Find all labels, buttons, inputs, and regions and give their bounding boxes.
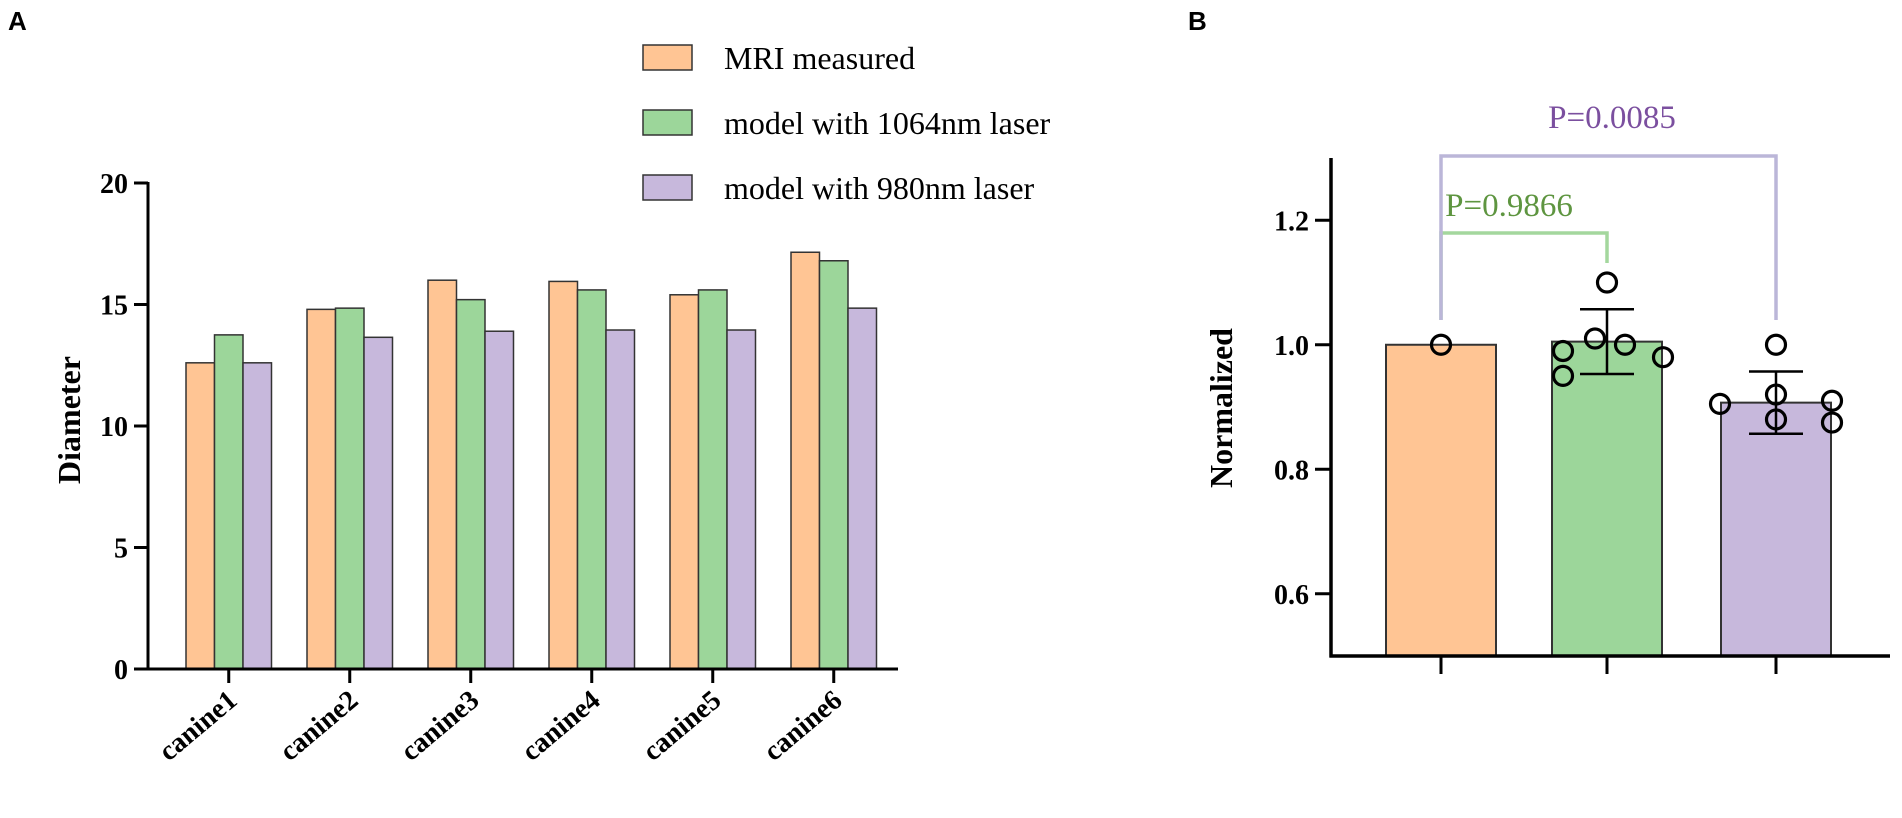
p-value-label-1: P=0.9866 [1445,188,1573,224]
chart-a-y-ticks: 0 5 10 15 20 [100,169,148,686]
bar-canine1-series-2 [213,334,244,670]
chart-a-x-ticks: canine1 canine2 canine3 canine4 canine5 canin… [153,669,848,767]
y-tick-label: 20 [100,169,128,200]
y-tick-label: 1.0 [1274,331,1309,362]
chart-a-y-axis-title: Diameter [51,356,87,484]
significance-bracket-1 [1439,231,1609,320]
data-point-group-2 [1551,364,1575,387]
data-point-group-2 [1583,327,1607,350]
bar-canine3-series-2 [455,298,486,670]
y-tick-label: 1.2 [1274,206,1309,237]
chart-b-y-axis-title: Normalized [1203,328,1239,488]
x-tick-label: canine4 [516,685,606,768]
significance-bracket-2 [1439,154,1778,320]
data-point-group-3 [1820,411,1844,434]
chart-b-error-bars [1580,308,1803,436]
bar-canine4-series-3 [605,329,636,670]
chart-b-y-ticks: 0.6 0.8 1.0 1.2 [1274,206,1331,611]
bar-canine1-series-1 [185,362,216,670]
bar-canine4-series-2 [576,289,607,670]
bar-canine2-series-3 [363,336,394,670]
bar-group-2 [1551,340,1663,657]
bar-canine5-series-3 [726,329,757,670]
data-point-group-2 [1595,271,1619,294]
chart-a-legend: MRI measured model with 1064nm laser model… [642,40,1051,206]
legend-label-3: model with 980nm laser [724,170,1035,206]
chart-b-axes [1329,158,1890,674]
x-tick-label: canine6 [758,685,848,768]
data-point-group-3 [1708,392,1732,415]
y-tick-label: 0.6 [1274,580,1309,611]
bar-canine3-series-1 [427,279,458,670]
chart-b-bars [1385,340,1832,657]
bar-canine5-series-1 [669,294,700,670]
x-tick-label: canine3 [395,685,485,768]
bar-canine3-series-3 [484,330,515,670]
chart-b-annotations: P=0.9866 P=0.0085 [1439,100,1778,320]
y-tick-label: 0 [114,655,128,686]
bar-canine6-series-1 [790,251,821,670]
p-value-label-2: P=0.0085 [1548,100,1676,136]
panel-label-b: B [1188,6,1207,36]
chart-b: 0.6 0.8 1.0 1.2 P=0.9866 P=0.0085 Normalized [1203,100,1890,674]
x-tick-label: canine5 [637,685,727,768]
legend-label-2: model with 1064nm laser [724,105,1051,141]
x-tick-label: canine1 [153,685,243,768]
data-point-group-3 [1764,333,1788,356]
bar-canine2-series-2 [334,307,365,670]
bar-group-1 [1385,343,1497,657]
legend-label-1: MRI measured [724,40,915,76]
data-point-group-2 [1651,346,1675,369]
bar-group-3 [1720,401,1832,657]
legend-swatch-2 [642,109,693,136]
bar-canine1-series-3 [242,362,273,670]
legend-swatch-3 [642,174,693,201]
y-tick-label: 0.8 [1274,455,1309,486]
bar-canine6-series-3 [847,307,878,670]
chart-a-bars [185,251,878,670]
legend-swatch-1 [642,44,693,71]
bar-canine5-series-2 [697,289,728,670]
bar-canine6-series-2 [818,260,849,670]
panel-label-a: A [8,6,27,36]
data-point-group-2 [1613,333,1637,356]
data-point-group-1 [1429,333,1453,356]
y-tick-label: 15 [100,291,128,322]
data-point-group-2 [1551,339,1575,363]
x-tick-label: canine2 [274,685,364,768]
y-tick-label: 5 [114,534,128,565]
bar-canine4-series-1 [548,280,579,670]
bar-canine2-series-1 [306,308,337,670]
y-tick-label: 10 [100,412,128,443]
data-point-group-3 [1820,389,1844,412]
